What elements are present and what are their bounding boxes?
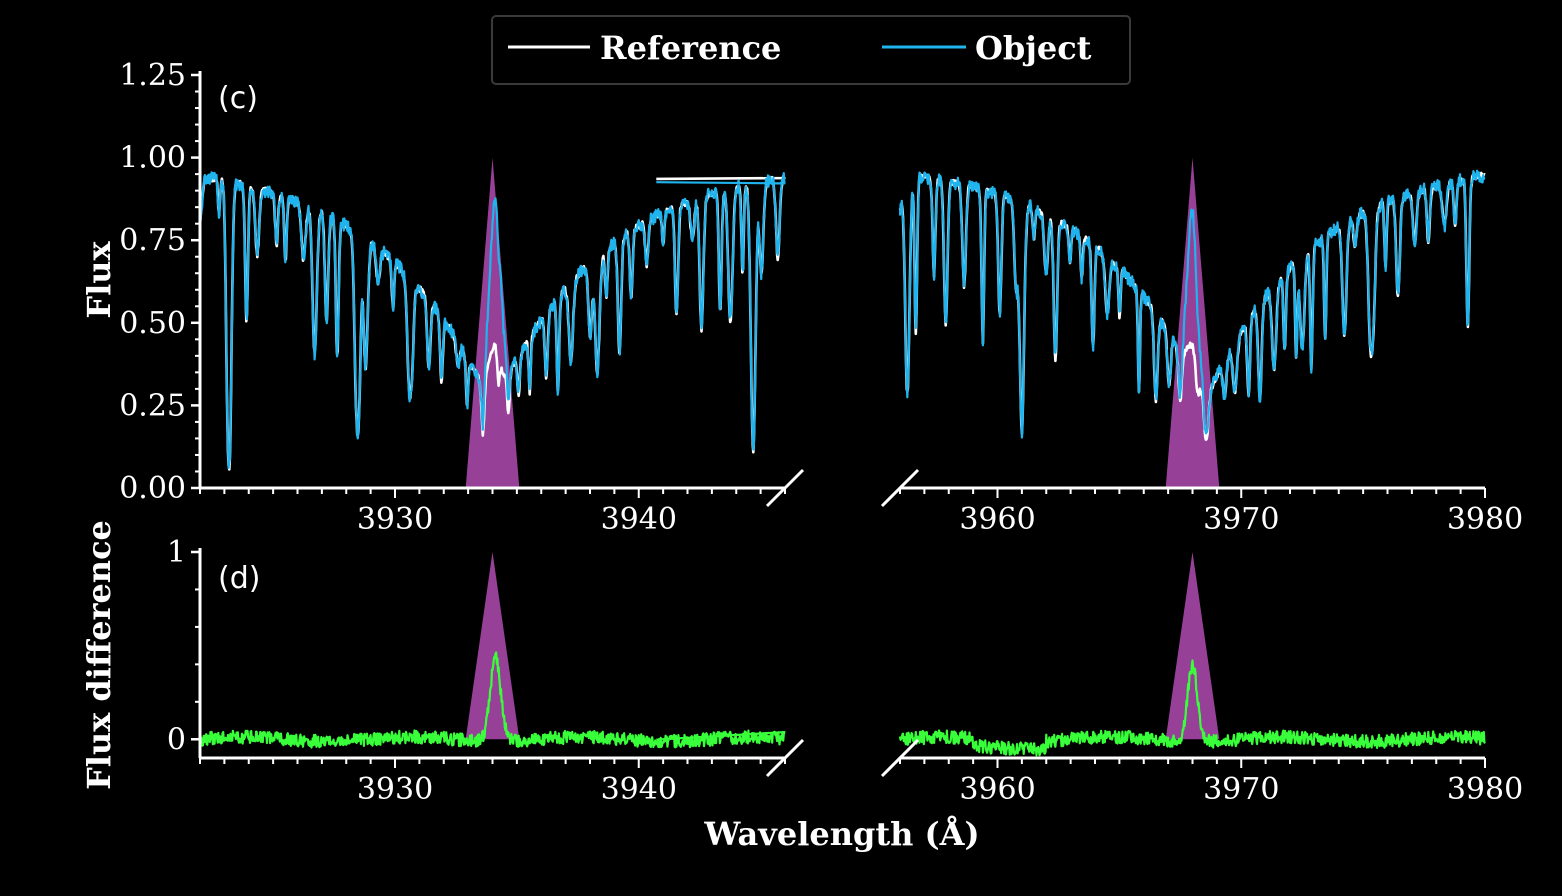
panel-d: 0 1 3930 3940 3960 3970 3980: [167, 535, 1523, 807]
panel-d-y-tick-label: 1: [167, 535, 186, 570]
legend-label-reference: Reference: [600, 29, 781, 67]
panel-c-x-tick-label: 3980: [1447, 502, 1523, 537]
panel-c-y-tick-label: 0.50: [119, 306, 186, 341]
panel-c-x-tick-label: 3940: [601, 502, 677, 537]
panel-d-y-tick-label: 0: [167, 722, 186, 757]
panel-label-c: (c): [218, 81, 258, 116]
panel-c-x-tick-label: 3970: [1203, 502, 1279, 537]
highlight-window-c-0: [465, 157, 520, 488]
panel-c-y-tick-label: 1.00: [119, 141, 186, 176]
legend: Reference Object: [491, 15, 1131, 85]
y-axis-title-d: Flux difference: [80, 520, 118, 790]
panel-label-d: (d): [218, 561, 260, 596]
panel-d-x-tick-label: 3970: [1203, 772, 1279, 807]
panel-c-x-tick-label: 3930: [357, 502, 433, 537]
panel-c-y-tick-label: 0.00: [119, 471, 186, 506]
object-series-line-seg0: [198, 171, 786, 470]
x-axis-title: Wavelength (Å): [703, 815, 979, 853]
highlight-window-d-1: [1165, 552, 1220, 740]
object-series-line-seg1: [898, 169, 1486, 439]
panel-c: 0.00 0.25 0.50 0.75 1.00 1.25 3930 3940 3960 3970…: [119, 58, 1523, 537]
highlight-window-d-0: [465, 552, 520, 740]
panel-d-x-tick-label: 3940: [601, 772, 677, 807]
panel-c-y-tick-label: 1.25: [119, 58, 186, 93]
panel-c-x-tick-label: 3960: [959, 502, 1035, 537]
legend-box: [491, 15, 1131, 85]
panel-c-y-tick-label: 0.75: [119, 223, 186, 258]
panel-d-x-tick-label: 3980: [1447, 772, 1523, 807]
panel-d-x-tick-label: 3930: [357, 772, 433, 807]
y-axis-title-c: Flux: [80, 240, 118, 318]
legend-label-object: Object: [975, 29, 1092, 67]
highlight-window-c-1: [1165, 157, 1220, 488]
panel-c-y-tick-label: 0.25: [119, 388, 186, 423]
panel-d-x-tick-label: 3960: [959, 772, 1035, 807]
flux-difference-line-seg0: [198, 651, 786, 749]
flux-difference-line-seg1: [898, 659, 1486, 757]
